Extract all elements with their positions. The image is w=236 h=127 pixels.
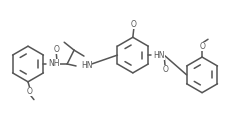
Text: O: O xyxy=(199,42,205,51)
Text: HN: HN xyxy=(153,51,165,60)
Text: O: O xyxy=(131,20,137,29)
Text: O: O xyxy=(162,65,168,74)
Text: O: O xyxy=(27,87,33,96)
Text: HN: HN xyxy=(81,61,93,70)
Text: NH: NH xyxy=(48,59,60,68)
Text: O: O xyxy=(53,45,59,54)
